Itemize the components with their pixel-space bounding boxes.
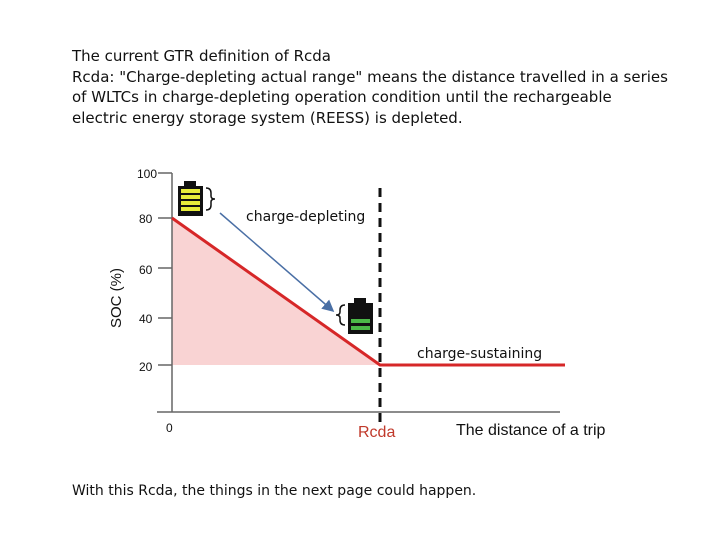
intro-line-3: of WLTCs in charge-depleting operation c… [72,88,612,106]
battery-low-icon [348,298,373,334]
intro-line-2: Rcda: "Charge-depleting actual range" me… [72,67,668,86]
y-tick-label-20: 20 [139,360,153,374]
intro-line-4: electric energy storage system (REESS) i… [72,108,463,127]
y-tick-label-100: 100 [137,167,157,181]
footer-text: With this Rcda, the things in the next p… [72,483,477,499]
y-tick-label-60: 60 [139,263,153,277]
x-axis-label: The distance of a trip [456,422,606,439]
x-origin-label: 0 [166,421,173,435]
charge-sustaining-label: charge-sustaining [417,346,542,362]
intro-text: The current GTR definition of Rcda Rcda:… [72,46,672,128]
brace-low-icon [335,304,346,326]
depletion-arrow [219,212,335,312]
y-axis-label: SOC (%) [108,268,125,328]
charge-depleting-label: charge-depleting [246,209,365,225]
brace-full-icon [205,187,216,211]
rcda-label: Rcda [358,424,395,441]
battery-full-icon [178,181,203,216]
y-tick-label-80: 80 [139,212,153,226]
intro-line-1: The current GTR definition of Rcda [72,47,331,65]
y-tick-label-40: 40 [139,312,153,326]
soc-line [171,216,565,367]
